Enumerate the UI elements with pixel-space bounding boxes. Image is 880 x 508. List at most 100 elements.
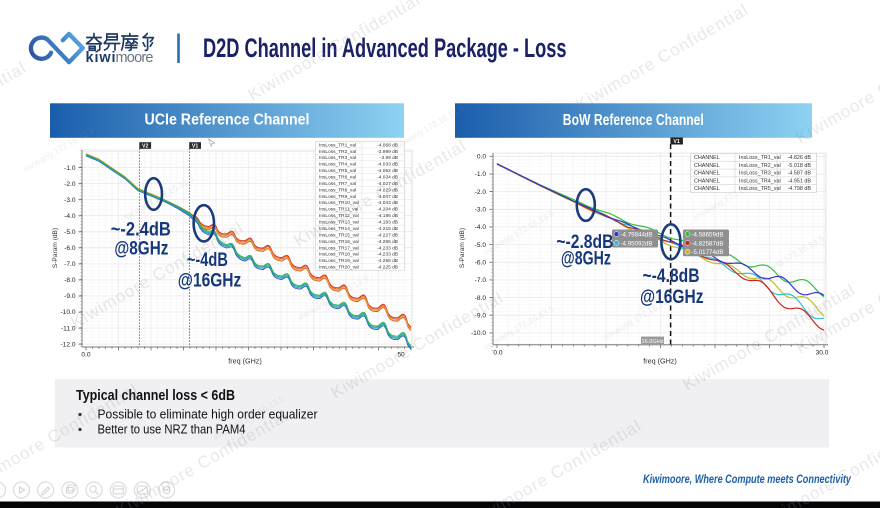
svg-text:-4.062 dB: -4.062 dB <box>377 168 398 174</box>
svg-text:InsLoss_TR14_val: InsLoss_TR14_val <box>319 226 359 232</box>
svg-text:freq (GHz): freq (GHz) <box>643 357 677 366</box>
svg-text:InsLoss_TR5_val: InsLoss_TR5_val <box>319 168 356 174</box>
svg-text:InsLoss_TR10_val: InsLoss_TR10_val <box>319 200 359 206</box>
svg-text:-4.58659dB: -4.58659dB <box>692 232 724 239</box>
svg-text:InsLoss_TR15_val: InsLoss_TR15_val <box>319 232 359 238</box>
svg-text:-4.95092dB: -4.95092dB <box>621 240 653 247</box>
svg-text:-4.256 dB: -4.256 dB <box>377 258 398 264</box>
svg-text:-9.0: -9.0 <box>64 293 76 300</box>
svg-text:-4.233 dB: -4.233 dB <box>377 252 398 258</box>
svg-text:InsLoss_TR6_val: InsLoss_TR6_val <box>319 175 356 181</box>
svg-text:InsLoss_TR12_val: InsLoss_TR12_val <box>319 213 359 219</box>
svg-text:InsLoss_TR17_val: InsLoss_TR17_val <box>319 245 359 251</box>
svg-text:-5.018 dB: -5.018 dB <box>788 163 812 169</box>
svg-text:-4.034 dB: -4.034 dB <box>377 175 398 181</box>
svg-text:-6.0: -6.0 <box>475 260 487 267</box>
svg-text:-7.0: -7.0 <box>475 277 487 284</box>
svg-text:Kiwimoore Confidential: Kiwimoore Confidential <box>573 0 752 114</box>
svg-text:InsLoss_TR1_val: InsLoss_TR1_val <box>739 155 781 161</box>
svg-text:-4.047 dB: -4.047 dB <box>377 194 398 200</box>
svg-text:Kiwimoore Confidential: Kiwimoore Confidential <box>793 33 880 147</box>
svg-text:-4.225 dB: -4.225 dB <box>377 265 398 271</box>
svg-text:-4.587 dB: -4.587 dB <box>788 171 812 177</box>
svg-text:-4.0: -4.0 <box>64 213 76 220</box>
svg-text:-4.256 dB: -4.256 dB <box>377 239 398 245</box>
svg-text:-1.0: -1.0 <box>64 165 76 172</box>
svg-text:CHANNEL: CHANNEL <box>694 186 720 192</box>
svg-text:UCIe Reference Channel: UCIe Reference Channel <box>145 111 310 128</box>
svg-text:CHANNEL: CHANNEL <box>694 178 720 184</box>
svg-text:-4.068 dB: -4.068 dB <box>377 142 398 148</box>
svg-text:-4.82587dB: -4.82587dB <box>692 240 724 247</box>
svg-text:50: 50 <box>397 352 405 359</box>
svg-text:-7.0: -7.0 <box>64 261 76 268</box>
svg-text:InsLoss_TR9_val: InsLoss_TR9_val <box>319 194 356 200</box>
svg-text:Possible to eliminate high ord: Possible to eliminate high order equaliz… <box>98 408 318 422</box>
svg-text:-6.0: -6.0 <box>64 245 76 252</box>
svg-text:0.0: 0.0 <box>81 352 90 359</box>
svg-text:-3.999 dB: -3.999 dB <box>377 149 398 155</box>
svg-text:-11.0: -11.0 <box>61 325 76 332</box>
svg-text:-4.798 dB: -4.798 dB <box>788 186 812 192</box>
svg-text:D2D Channel in Advanced Packag: D2D Channel in Advanced Package - Loss <box>203 33 567 63</box>
svg-text:CHANNEL: CHANNEL <box>694 171 720 177</box>
svg-text:InsLoss_TR4_val: InsLoss_TR4_val <box>319 162 356 168</box>
svg-text:-4.227 dB: -4.227 dB <box>377 232 398 238</box>
svg-text:~-2.4dB: ~-2.4dB <box>111 219 171 241</box>
svg-text:kiwi: kiwi <box>86 50 116 66</box>
svg-text:~-4.8dB: ~-4.8dB <box>643 265 700 287</box>
svg-text:InsLoss_TR13_val: InsLoss_TR13_val <box>319 220 359 226</box>
svg-text:Better to use NRZ than PAM4: Better to use NRZ than PAM4 <box>98 423 246 437</box>
svg-text:16.0GHz: 16.0GHz <box>641 339 663 345</box>
svg-text:V2: V2 <box>142 144 148 150</box>
svg-text:-8.0: -8.0 <box>64 277 76 284</box>
svg-text:~-4dB: ~-4dB <box>187 249 228 271</box>
svg-text:InsLoss_TR3_val: InsLoss_TR3_val <box>319 155 356 161</box>
svg-text:-4.186 dB: -4.186 dB <box>377 213 398 219</box>
svg-text:-4.204 dB: -4.204 dB <box>377 207 398 213</box>
svg-text:@8GHz: @8GHz <box>561 248 611 270</box>
svg-text:-4.233 dB: -4.233 dB <box>377 245 398 251</box>
svg-text:@8GHz: @8GHz <box>114 238 168 260</box>
svg-text:S-Param (dB): S-Param (dB) <box>459 228 466 268</box>
svg-text:-5.01774dB: -5.01774dB <box>692 249 724 256</box>
svg-text:0.0: 0.0 <box>493 350 502 357</box>
svg-text:-4.215 dB: -4.215 dB <box>377 226 398 232</box>
svg-text:-10.0: -10.0 <box>471 330 486 337</box>
svg-text:V1: V1 <box>673 139 679 145</box>
svg-text:-12.0: -12.0 <box>60 341 75 348</box>
svg-text:-4.951 dB: -4.951 dB <box>788 178 812 184</box>
svg-text:-2.0: -2.0 <box>475 189 487 196</box>
svg-text:InsLoss_TR8_val: InsLoss_TR8_val <box>319 187 356 193</box>
svg-text:InsLoss_TR2_val: InsLoss_TR2_val <box>739 163 781 169</box>
svg-text:InsLoss_TR18_val: InsLoss_TR18_val <box>319 252 359 258</box>
svg-text:Kiwimoore Confidential: Kiwimoore Confidential <box>0 58 30 172</box>
svg-text:InsLoss_TR2_val: InsLoss_TR2_val <box>319 149 356 155</box>
svg-text:BoW Reference Channel: BoW Reference Channel <box>563 112 704 129</box>
svg-text:InsLoss_TR3_val: InsLoss_TR3_val <box>739 171 781 177</box>
svg-text:-3.0: -3.0 <box>475 207 487 214</box>
svg-text:InsLoss_TR19_val: InsLoss_TR19_val <box>319 258 359 264</box>
svg-text:-1.0: -1.0 <box>475 171 487 178</box>
svg-text:30.0: 30.0 <box>816 350 829 357</box>
svg-text:-3.99 dB: -3.99 dB <box>380 155 398 161</box>
svg-text:0.0: 0.0 <box>477 154 486 161</box>
svg-text:-4.0: -4.0 <box>475 224 487 231</box>
svg-text:~-2.8dB: ~-2.8dB <box>556 231 613 253</box>
svg-text:xw.wang 172.16.13.5: xw.wang 172.16.13.5 <box>751 233 825 282</box>
svg-text:@16GHz: @16GHz <box>178 269 242 291</box>
svg-text:-3.0: -3.0 <box>64 197 76 204</box>
svg-text:@16GHz: @16GHz <box>640 286 704 308</box>
svg-text:-9.0: -9.0 <box>475 312 487 319</box>
svg-text:-4.193 dB: -4.193 dB <box>377 220 398 226</box>
svg-text:-8.0: -8.0 <box>475 295 487 302</box>
svg-text:S-Param (dB): S-Param (dB) <box>52 228 59 268</box>
svg-text:InsLoss_TR5_val: InsLoss_TR5_val <box>739 186 781 192</box>
svg-text:-4.826 dB: -4.826 dB <box>788 155 812 161</box>
svg-text:-5.0: -5.0 <box>64 229 76 236</box>
svg-text:CHANNEL: CHANNEL <box>694 155 720 161</box>
svg-text:-4.029 dB: -4.029 dB <box>377 187 398 193</box>
svg-text:-4.043 dB: -4.043 dB <box>377 200 398 206</box>
svg-text:InsLoss_TR7_val: InsLoss_TR7_val <box>319 181 356 187</box>
svg-text:InsLoss_TR11_val: InsLoss_TR11_val <box>319 207 358 213</box>
